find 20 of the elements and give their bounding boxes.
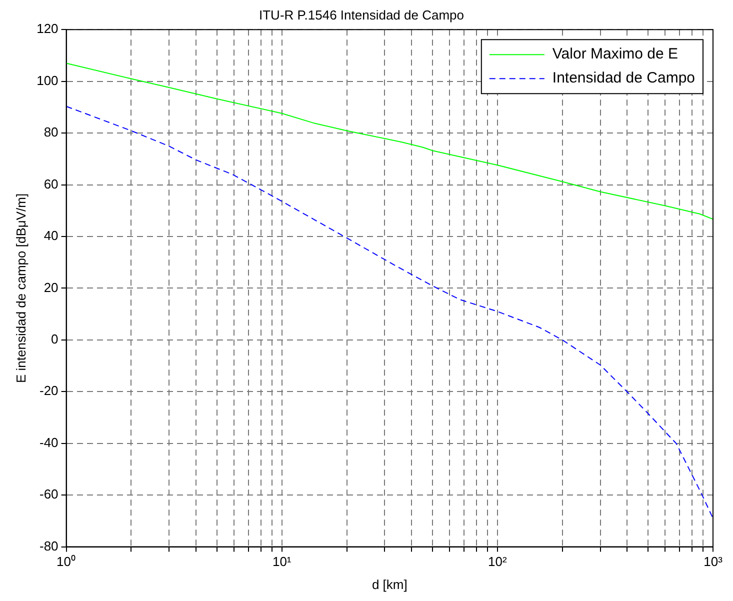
y-tick-label: 60: [44, 176, 58, 192]
y-tick-label: 120: [36, 21, 58, 36]
y-tick-label: -60: [39, 486, 58, 502]
y-tick-label: -40: [39, 434, 58, 450]
x-tick-label: 10³: [704, 554, 724, 570]
y-tick-label: -20: [39, 383, 58, 398]
y-tick-label: 80: [44, 124, 58, 140]
x-tick-label: 10¹: [272, 554, 292, 570]
y-axis-title: E intensidad de campo [dBμV/m]: [13, 193, 28, 383]
legend-label: Intensidad de Campo: [552, 70, 696, 87]
y-tick-label: -80: [39, 538, 58, 554]
chart-title: ITU-R P.1546 Intensidad de Campo: [259, 7, 464, 22]
x-tick-label: 10²: [488, 554, 508, 570]
y-tick-label: 0: [51, 332, 58, 346]
x-tick-label: 10⁰: [56, 554, 76, 570]
y-tick-label: 20: [44, 280, 58, 295]
legend-label: Valor Maximo de E: [552, 46, 678, 63]
y-tick-label: 40: [44, 228, 58, 244]
x-axis-title: d [km]: [372, 576, 408, 592]
y-tick-label: 100: [36, 72, 58, 88]
